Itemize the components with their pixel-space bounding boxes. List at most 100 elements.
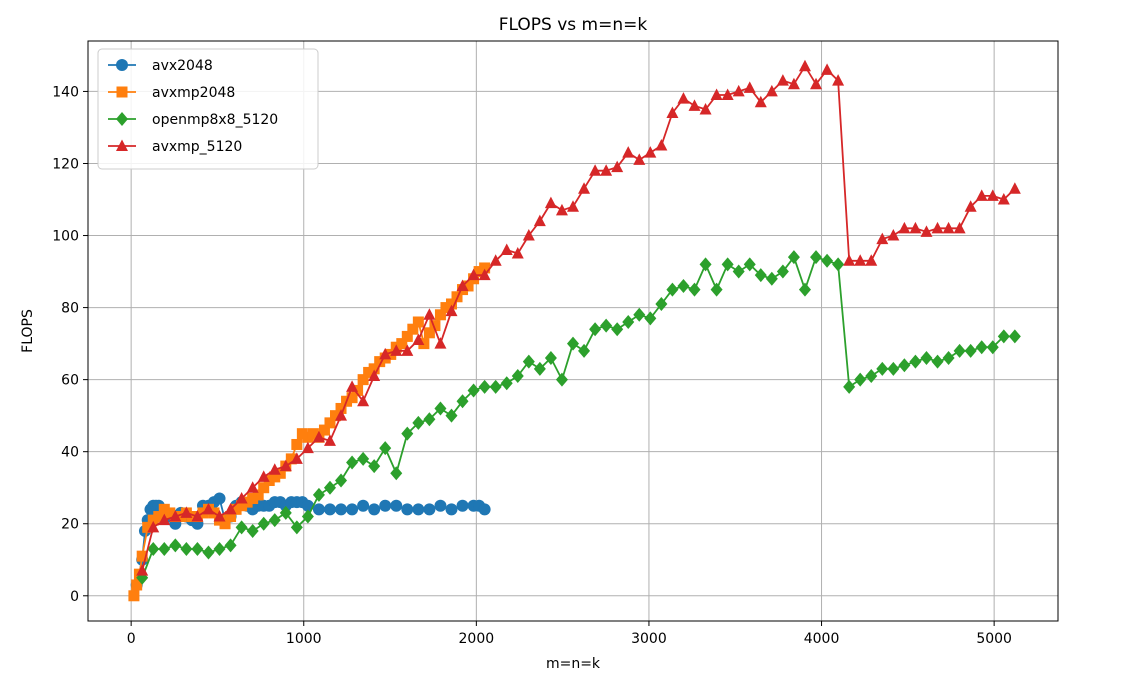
data-point-openmp8x8-5120 — [688, 282, 701, 297]
data-point-avxmp-5120 — [357, 394, 370, 407]
data-point-avxmp2048 — [368, 363, 380, 375]
data-point-avxmp-5120 — [865, 254, 878, 266]
data-point-avxmp2048 — [302, 431, 314, 443]
data-point-avxmp2048 — [445, 298, 457, 310]
data-point-avxmp-5120 — [235, 492, 248, 504]
data-point-avxmp2048 — [374, 356, 386, 368]
data-point-avxmp2048 — [363, 366, 375, 378]
data-point-avx2048 — [368, 503, 381, 516]
legend-marker — [116, 112, 128, 126]
data-point-openmp8x8-5120 — [445, 408, 458, 423]
data-point-avxmp-5120 — [898, 221, 911, 234]
data-point-avxmp2048 — [285, 453, 297, 465]
data-point-avxmp-5120 — [633, 153, 646, 165]
data-point-openmp8x8-5120 — [224, 538, 237, 553]
data-point-openmp8x8-5120 — [202, 545, 215, 560]
data-point-avxmp2048 — [434, 309, 446, 321]
data-point-avxmp-5120 — [754, 95, 767, 108]
data-point-avxmp-5120 — [699, 102, 712, 115]
data-point-avxmp-5120 — [335, 409, 348, 421]
data-point-openmp8x8-5120 — [887, 361, 900, 376]
data-point-openmp8x8-5120 — [323, 480, 336, 495]
data-point-avxmp-5120 — [964, 200, 977, 212]
data-point-avxmp-5120 — [169, 510, 182, 522]
y-axis-label: FLOPS — [20, 309, 36, 353]
data-point-openmp8x8-5120 — [1008, 329, 1021, 344]
data-point-openmp8x8-5120 — [169, 538, 182, 553]
data-point-openmp8x8-5120 — [301, 509, 314, 524]
data-point-openmp8x8-5120 — [589, 322, 602, 337]
data-point-avxmp2048 — [396, 338, 408, 350]
data-point-openmp8x8-5120 — [357, 451, 370, 466]
data-point-avxmp-5120 — [257, 470, 270, 482]
data-point-openmp8x8-5120 — [147, 541, 160, 556]
data-point-openmp8x8-5120 — [290, 520, 303, 535]
data-point-avxmp-5120 — [975, 189, 988, 201]
data-point-avxmp-5120 — [942, 221, 955, 234]
data-point-openmp8x8-5120 — [213, 541, 226, 556]
x-tick-label: 4000 — [804, 631, 840, 647]
data-point-avx2048 — [346, 503, 359, 516]
data-point-openmp8x8-5120 — [567, 336, 579, 351]
data-point-avxmp-5120 — [533, 214, 546, 227]
legend-marker — [116, 86, 128, 98]
data-point-avxmp2048 — [401, 330, 413, 342]
data-point-avxmp-5120 — [390, 344, 403, 356]
series-avxmp-5120 — [136, 59, 1021, 576]
data-point-avxmp2048 — [352, 384, 364, 396]
data-point-avxmp-5120 — [522, 229, 535, 241]
data-point-openmp8x8-5120 — [456, 394, 469, 409]
data-point-avxmp-5120 — [401, 344, 414, 356]
data-point-avxmp2048 — [324, 417, 336, 429]
data-point-openmp8x8-5120 — [633, 307, 646, 322]
data-point-avxmp-5120 — [279, 459, 292, 472]
data-point-openmp8x8-5120 — [865, 369, 878, 384]
data-point-avxmp2048 — [440, 302, 452, 314]
data-point-openmp8x8-5120 — [953, 343, 966, 358]
data-point-openmp8x8-5120 — [600, 318, 613, 333]
data-point-avx2048 — [357, 499, 370, 512]
data-point-avxmp-5120 — [191, 510, 204, 522]
data-point-openmp8x8-5120 — [997, 329, 1010, 344]
series-layer — [128, 59, 1021, 602]
data-point-avxmp2048 — [252, 489, 264, 501]
data-point-avxmp2048 — [175, 511, 187, 523]
data-point-avxmp2048 — [296, 428, 308, 440]
data-point-avxmp-5120 — [489, 254, 502, 266]
data-point-avxmp2048 — [225, 511, 237, 523]
data-point-openmp8x8-5120 — [379, 441, 392, 456]
data-point-avxmp-5120 — [732, 84, 745, 97]
data-point-avxmp-5120 — [920, 225, 933, 237]
data-point-avxmp-5120 — [644, 146, 657, 158]
data-point-avxmp2048 — [164, 507, 176, 519]
data-point-avx2048 — [213, 492, 226, 505]
data-point-avxmp2048 — [462, 280, 474, 292]
x-tick-label: 3000 — [631, 631, 667, 647]
data-point-openmp8x8-5120 — [544, 351, 557, 366]
chart-title: FLOPS vs m=n=k — [499, 15, 648, 35]
data-point-openmp8x8-5120 — [268, 513, 281, 528]
data-point-avxmp-5120 — [953, 221, 966, 234]
legend-label: avxmp_5120 — [152, 139, 242, 155]
data-point-avxmp-5120 — [412, 333, 425, 346]
data-point-openmp8x8-5120 — [964, 343, 977, 358]
data-point-avxmp2048 — [247, 493, 259, 505]
x-tick-label: 2000 — [459, 631, 495, 647]
legend: avx2048 avxmp2048 openmp8x8_5120 avxmp_5120 — [97, 48, 319, 170]
legend-label: avx2048 — [152, 58, 213, 74]
data-point-avxmp-5120 — [368, 369, 381, 382]
data-point-avxmp-5120 — [622, 146, 635, 158]
x-tick-label: 1000 — [286, 631, 322, 647]
data-point-avxmp2048 — [335, 402, 347, 414]
y-tick-label: 0 — [70, 589, 79, 605]
data-point-avxmp-5120 — [787, 77, 800, 90]
legend-label: avxmp2048 — [152, 85, 235, 101]
data-point-openmp8x8-5120 — [533, 361, 546, 376]
data-point-avxmp2048 — [418, 338, 430, 350]
data-point-avxmp-5120 — [765, 84, 778, 97]
data-point-avx2048 — [379, 499, 392, 512]
data-point-avxmp-5120 — [312, 430, 325, 443]
data-point-avxmp2048 — [158, 503, 170, 515]
data-point-avxmp-5120 — [821, 63, 834, 75]
